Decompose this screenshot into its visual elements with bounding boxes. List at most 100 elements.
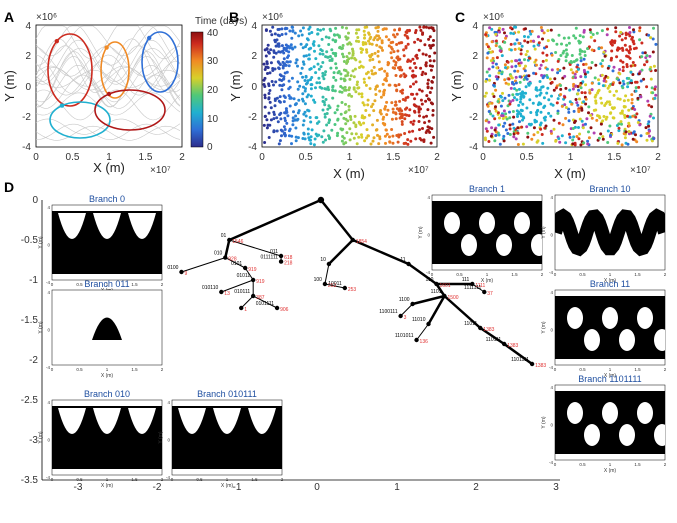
scatter-point bbox=[493, 139, 497, 143]
scatter-point bbox=[634, 89, 638, 93]
scatter-point bbox=[554, 139, 558, 143]
scatter-point bbox=[589, 30, 593, 34]
scatter-point bbox=[347, 104, 351, 108]
scatter-point bbox=[398, 99, 402, 103]
scatter-point bbox=[308, 25, 312, 29]
scatter-point bbox=[341, 44, 345, 47]
scatter-point bbox=[579, 143, 583, 147]
scatter-point bbox=[425, 114, 428, 118]
scatter-point bbox=[282, 132, 286, 136]
node-count: 253 bbox=[328, 283, 337, 289]
scatter-point bbox=[519, 92, 523, 96]
scatter-point bbox=[651, 37, 655, 41]
scatter-point bbox=[287, 50, 291, 54]
scatter-point bbox=[338, 35, 341, 39]
scatter-point bbox=[629, 79, 633, 83]
scatter-point bbox=[303, 102, 307, 106]
scatter-point bbox=[518, 120, 521, 124]
scatter-point bbox=[621, 60, 625, 64]
scatter-point bbox=[619, 59, 623, 63]
scatter-point bbox=[524, 27, 527, 31]
scatter-point bbox=[428, 54, 432, 58]
tree-edge bbox=[352, 238, 410, 266]
scatter-point bbox=[406, 138, 410, 142]
tree-node bbox=[223, 255, 228, 260]
scatter-point bbox=[590, 116, 594, 120]
scatter-point bbox=[621, 65, 625, 69]
scatter-point bbox=[544, 115, 547, 119]
scatter-point bbox=[345, 58, 349, 62]
scatter-point bbox=[595, 31, 599, 35]
inset-tick: 0 bbox=[167, 438, 170, 443]
scatter-points bbox=[262, 25, 437, 147]
inset-x-label: X (m) bbox=[101, 373, 114, 379]
scatter-point bbox=[535, 140, 539, 144]
scatter-point bbox=[499, 95, 503, 99]
scatter-point bbox=[301, 97, 304, 101]
tree-node bbox=[250, 293, 256, 299]
scatter-point bbox=[327, 118, 331, 122]
scatter-point bbox=[429, 68, 433, 72]
scatter-point bbox=[628, 31, 632, 34]
scatter-point bbox=[418, 88, 422, 92]
tree-node bbox=[398, 313, 403, 319]
scatter-point bbox=[263, 115, 267, 118]
scatter-point bbox=[343, 79, 347, 83]
scatter-point bbox=[594, 63, 598, 67]
scatter-point bbox=[642, 77, 646, 81]
scatter-point bbox=[363, 80, 366, 84]
scatter-point bbox=[622, 82, 626, 86]
scatter-point bbox=[381, 82, 385, 86]
scatter-point bbox=[365, 50, 369, 54]
scatter-point bbox=[294, 114, 298, 118]
tree-edge bbox=[240, 295, 254, 309]
scatter-point bbox=[263, 85, 267, 88]
inset-y-label: Y (m) bbox=[38, 321, 44, 333]
scatter-point bbox=[532, 44, 536, 48]
inset-tick: 0 bbox=[550, 328, 553, 333]
scatter-point bbox=[504, 112, 508, 116]
scatter-point bbox=[565, 43, 569, 47]
scatter-point bbox=[360, 95, 364, 99]
scatter-point bbox=[395, 89, 399, 93]
scatter-point bbox=[280, 44, 284, 48]
scatter-point bbox=[282, 100, 286, 104]
scatter-point bbox=[513, 47, 517, 51]
scatter-point bbox=[487, 110, 491, 113]
scatter-point bbox=[306, 108, 310, 112]
branch-hole bbox=[496, 234, 512, 256]
branch-hole bbox=[248, 408, 276, 434]
scatter-point bbox=[541, 59, 545, 63]
scatter-point bbox=[413, 61, 416, 65]
node-count: 1383 bbox=[483, 327, 494, 333]
scatter-point bbox=[645, 60, 649, 64]
scatter-point bbox=[385, 113, 389, 117]
scatter-point bbox=[580, 119, 584, 123]
inset-y-label: Y (m) bbox=[541, 416, 547, 428]
scatter-point bbox=[604, 117, 608, 121]
scatter-point bbox=[265, 47, 269, 51]
scatter-point bbox=[512, 32, 515, 36]
scatter-point bbox=[578, 34, 582, 38]
scatter-point bbox=[370, 69, 374, 73]
scatter-point bbox=[420, 102, 424, 106]
branch-hole bbox=[128, 408, 156, 434]
scatter-point bbox=[522, 116, 526, 120]
scatter-point bbox=[526, 131, 530, 135]
scatter-point bbox=[620, 38, 624, 42]
scatter-point bbox=[511, 110, 515, 113]
scatter-point bbox=[552, 88, 556, 92]
scatter-point bbox=[347, 51, 351, 55]
scatter-point bbox=[578, 52, 582, 56]
node-count: 1 bbox=[244, 307, 247, 313]
scatter-point bbox=[524, 53, 528, 57]
tick-label: 0 bbox=[25, 82, 31, 93]
scatter-point bbox=[309, 94, 313, 98]
scatter-point bbox=[572, 34, 576, 38]
scatter-point bbox=[373, 99, 377, 103]
scatter-point bbox=[372, 109, 376, 113]
scatter-point bbox=[310, 76, 314, 79]
tree-edge bbox=[412, 294, 445, 306]
scatter-point bbox=[284, 43, 288, 47]
node-label: 11010 bbox=[412, 317, 426, 323]
